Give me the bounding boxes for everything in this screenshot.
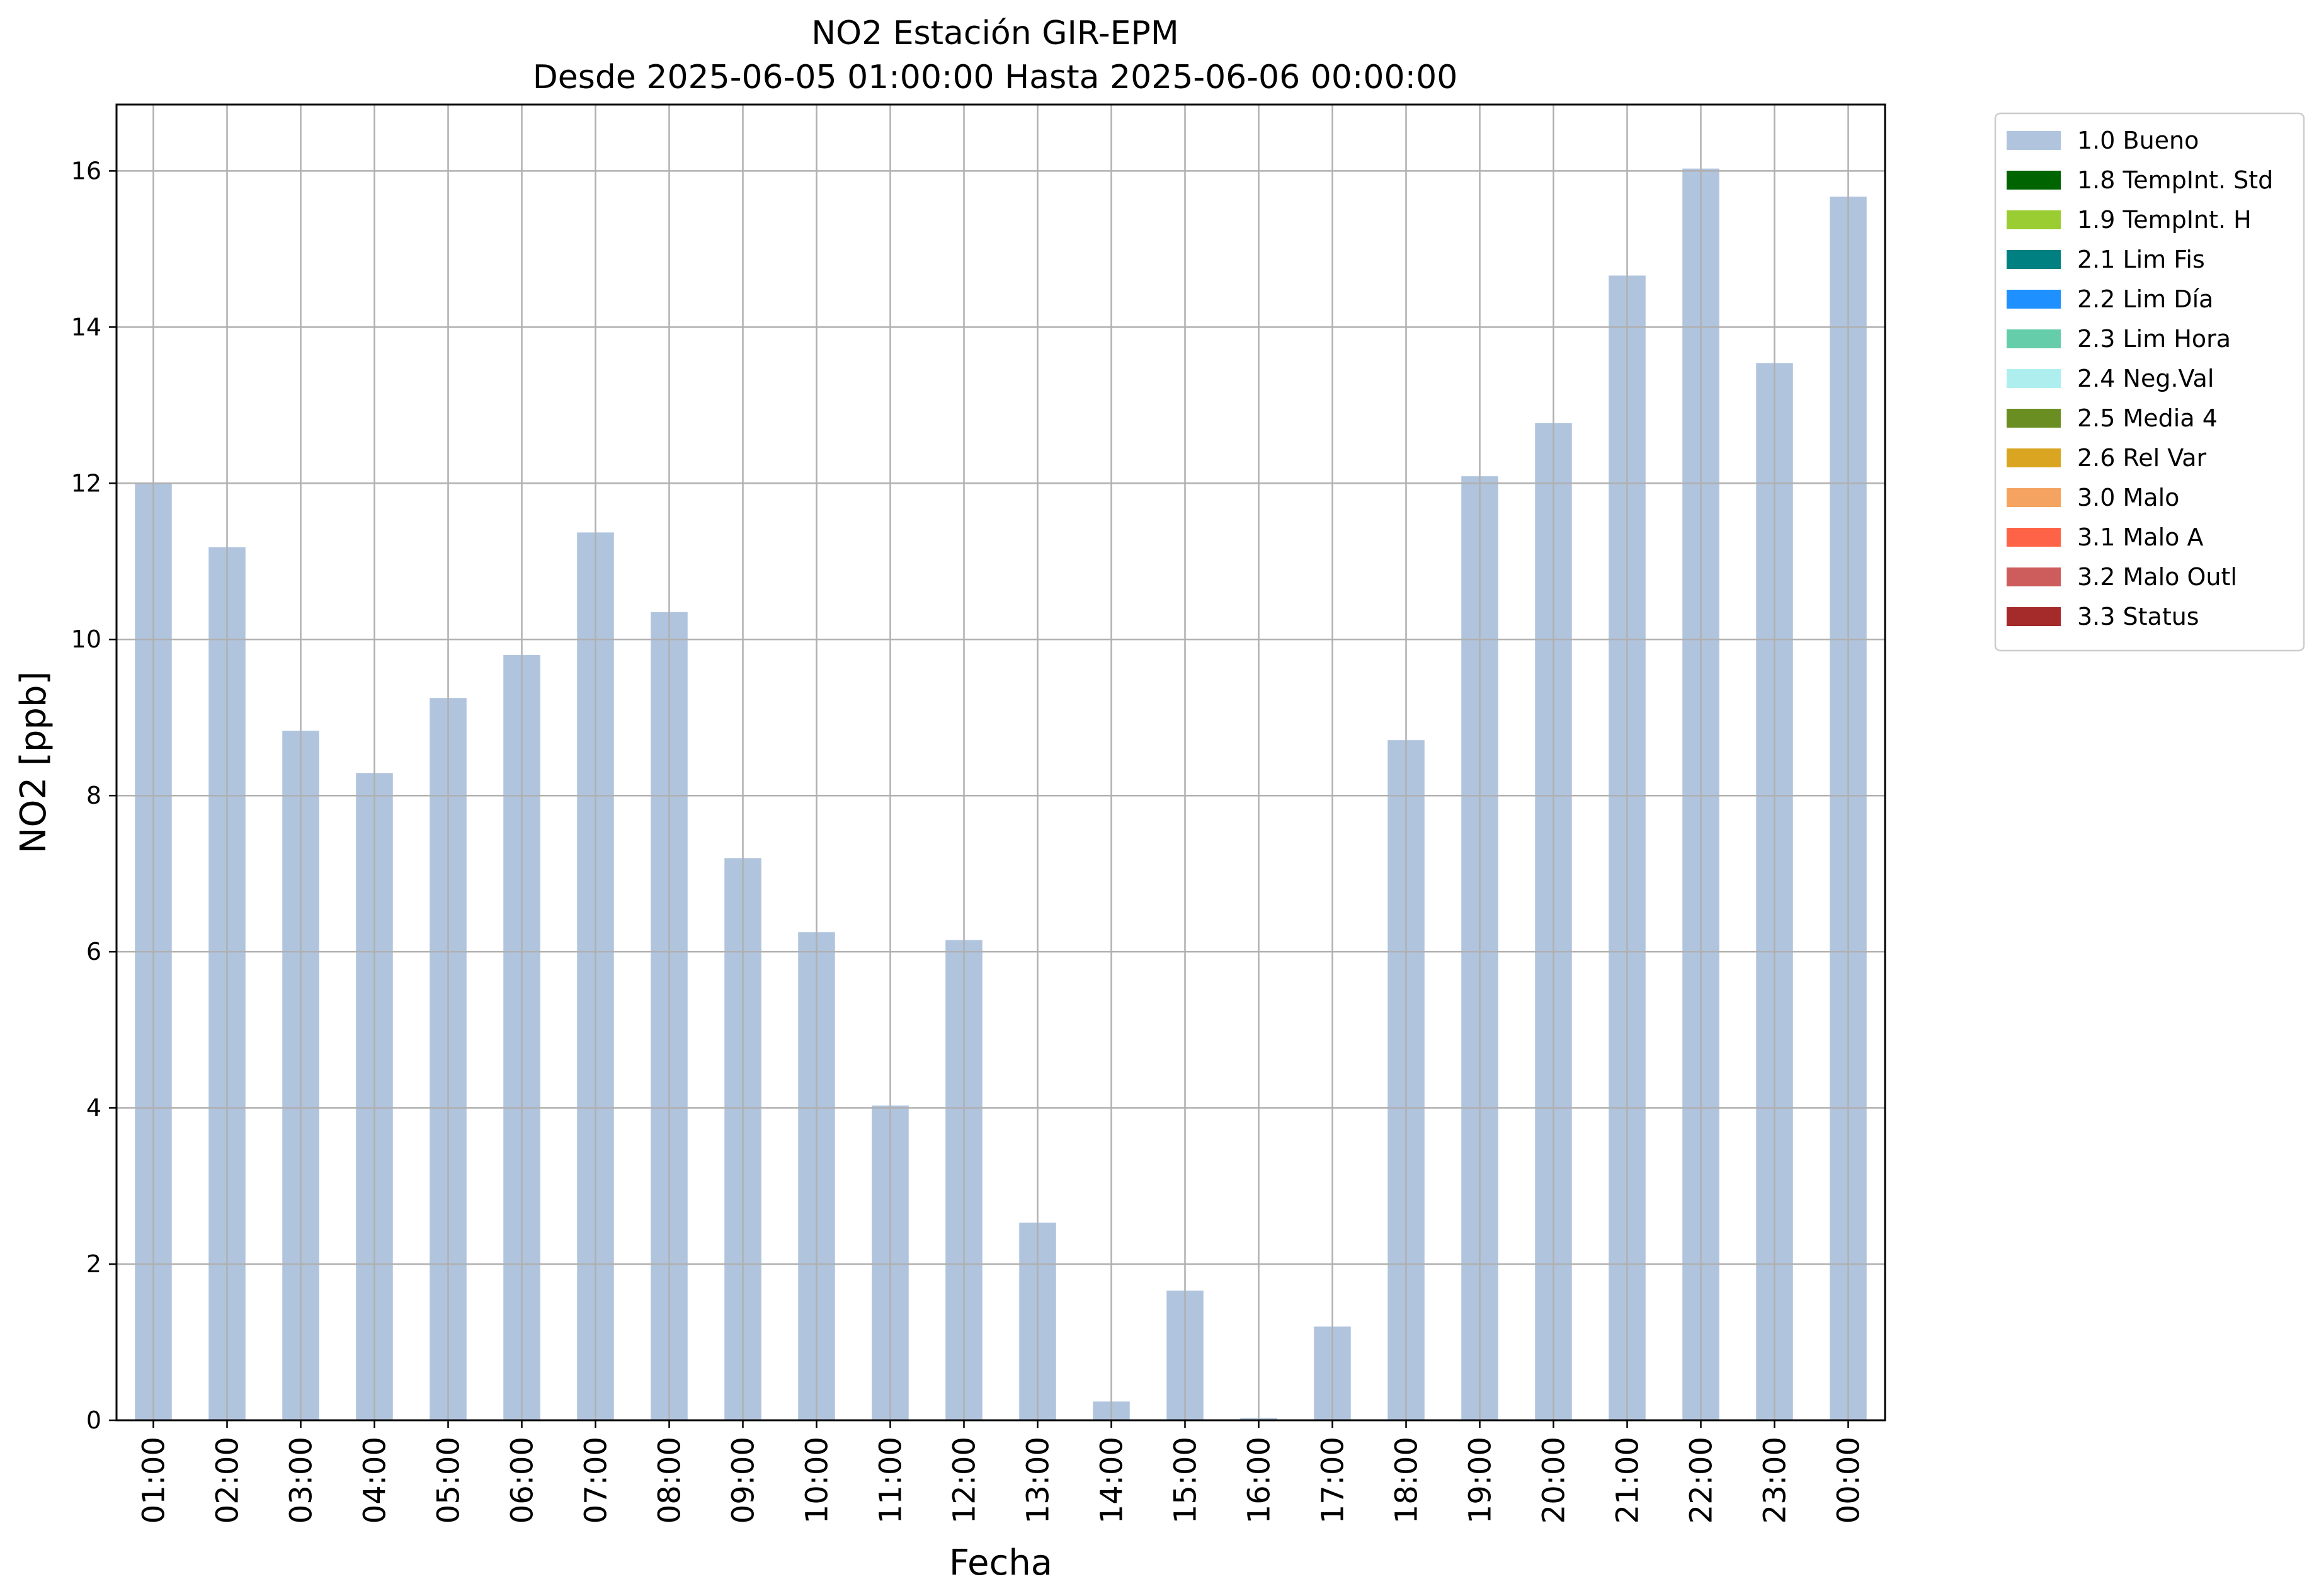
legend-swatch (2007, 488, 2061, 507)
legend-label: 2.2 Lim Día (2077, 285, 2213, 313)
legend: 1.0 Bueno 1.8 TempInt. Std 1.9 TempInt. H 2… (1994, 112, 2305, 652)
chart-subtitle: Desde 2025-06-05 01:00:00 Hasta 2025-06-… (533, 59, 1458, 96)
legend-label: 2.6 Rel Var (2077, 444, 2207, 472)
x-tick-label: 14:00 (1094, 1437, 1129, 1524)
legend-label: 2.1 Lim Fis (2077, 246, 2205, 273)
bar-series (135, 168, 1867, 1421)
y-tick-label: 0 (86, 1406, 101, 1434)
y-tick-label: 16 (71, 157, 101, 185)
legend-label: 2.5 Media 4 (2077, 404, 2218, 432)
y-tick-label: 14 (71, 313, 101, 341)
x-tick-label: 20:00 (1536, 1437, 1571, 1524)
legend-swatch (2007, 369, 2061, 388)
x-tick-label: 19:00 (1462, 1437, 1498, 1524)
x-tick-label: 22:00 (1684, 1437, 1719, 1524)
x-tick-label: 11:00 (873, 1437, 908, 1524)
y-tick-label: 4 (86, 1094, 101, 1122)
legend-swatch (2007, 290, 2061, 309)
legend-swatch (2007, 329, 2061, 348)
y-axis-label: NO2 [ppb] (13, 671, 54, 854)
x-axis-label: Fecha (949, 1542, 1052, 1583)
y-tick-label: 6 (86, 938, 101, 966)
x-tick-label: 08:00 (652, 1437, 687, 1524)
legend-label: 3.0 Malo (2077, 484, 2179, 511)
legend-label: 3.2 Malo Outl (2077, 563, 2237, 591)
x-tick-label: 00:00 (1831, 1437, 1866, 1524)
x-tick-label: 21:00 (1610, 1437, 1645, 1524)
legend-swatch (2007, 210, 2061, 229)
x-tick-label: 01:00 (136, 1437, 171, 1524)
legend-label: 1.9 TempInt. H (2077, 206, 2252, 234)
legend-label: 1.8 TempInt. Std (2077, 166, 2273, 194)
x-tick-label: 03:00 (283, 1437, 319, 1524)
x-tick-label: 23:00 (1757, 1437, 1792, 1524)
y-axis-ticks: 0 2 4 6 8 10 12 14 16 (71, 157, 117, 1434)
legend-swatch (2007, 528, 2061, 547)
x-tick-label: 12:00 (947, 1437, 982, 1524)
legend-label: 3.3 Status (2077, 603, 2199, 630)
x-tick-label: 09:00 (726, 1437, 761, 1524)
legend-swatch (2007, 607, 2061, 626)
x-tick-label: 13:00 (1020, 1437, 1056, 1524)
legend-label: 1.0 Bueno (2077, 127, 2199, 154)
x-tick-label: 10:00 (799, 1437, 835, 1524)
x-tick-label: 15:00 (1168, 1437, 1203, 1524)
chart-title: NO2 Estación GIR-EPM (811, 14, 1178, 52)
x-tick-label: 04:00 (357, 1437, 392, 1524)
x-tick-label: 17:00 (1315, 1437, 1350, 1524)
y-tick-label: 10 (71, 625, 101, 653)
y-tick-label: 12 (71, 469, 101, 497)
x-tick-label: 18:00 (1389, 1437, 1424, 1524)
plot-frame (115, 103, 1886, 1422)
legend-swatch (2007, 250, 2061, 269)
x-tick-label: 16:00 (1241, 1437, 1277, 1524)
legend-swatch (2007, 448, 2061, 467)
legend-label: 3.1 Malo A (2077, 523, 2203, 551)
legend-swatch (2007, 409, 2061, 428)
x-tick-label: 07:00 (578, 1437, 613, 1524)
y-tick-label: 8 (86, 782, 101, 809)
legend-swatch (2007, 171, 2061, 190)
x-tick-label: 06:00 (504, 1437, 540, 1524)
legend-label: 2.3 Lim Hora (2077, 325, 2231, 353)
legend-box (1994, 112, 2305, 652)
legend-swatch (2007, 567, 2061, 586)
y-tick-label: 2 (86, 1250, 101, 1278)
x-axis-ticks: 01:00 02:00 03:00 04:00 05:00 06:00 07:00 08:00… (136, 1420, 1866, 1524)
x-tick-label: 02:00 (210, 1437, 245, 1524)
legend-swatch (2007, 131, 2061, 150)
x-tick-label: 05:00 (431, 1437, 466, 1524)
legend-label: 2.4 Neg.Val (2077, 365, 2214, 392)
